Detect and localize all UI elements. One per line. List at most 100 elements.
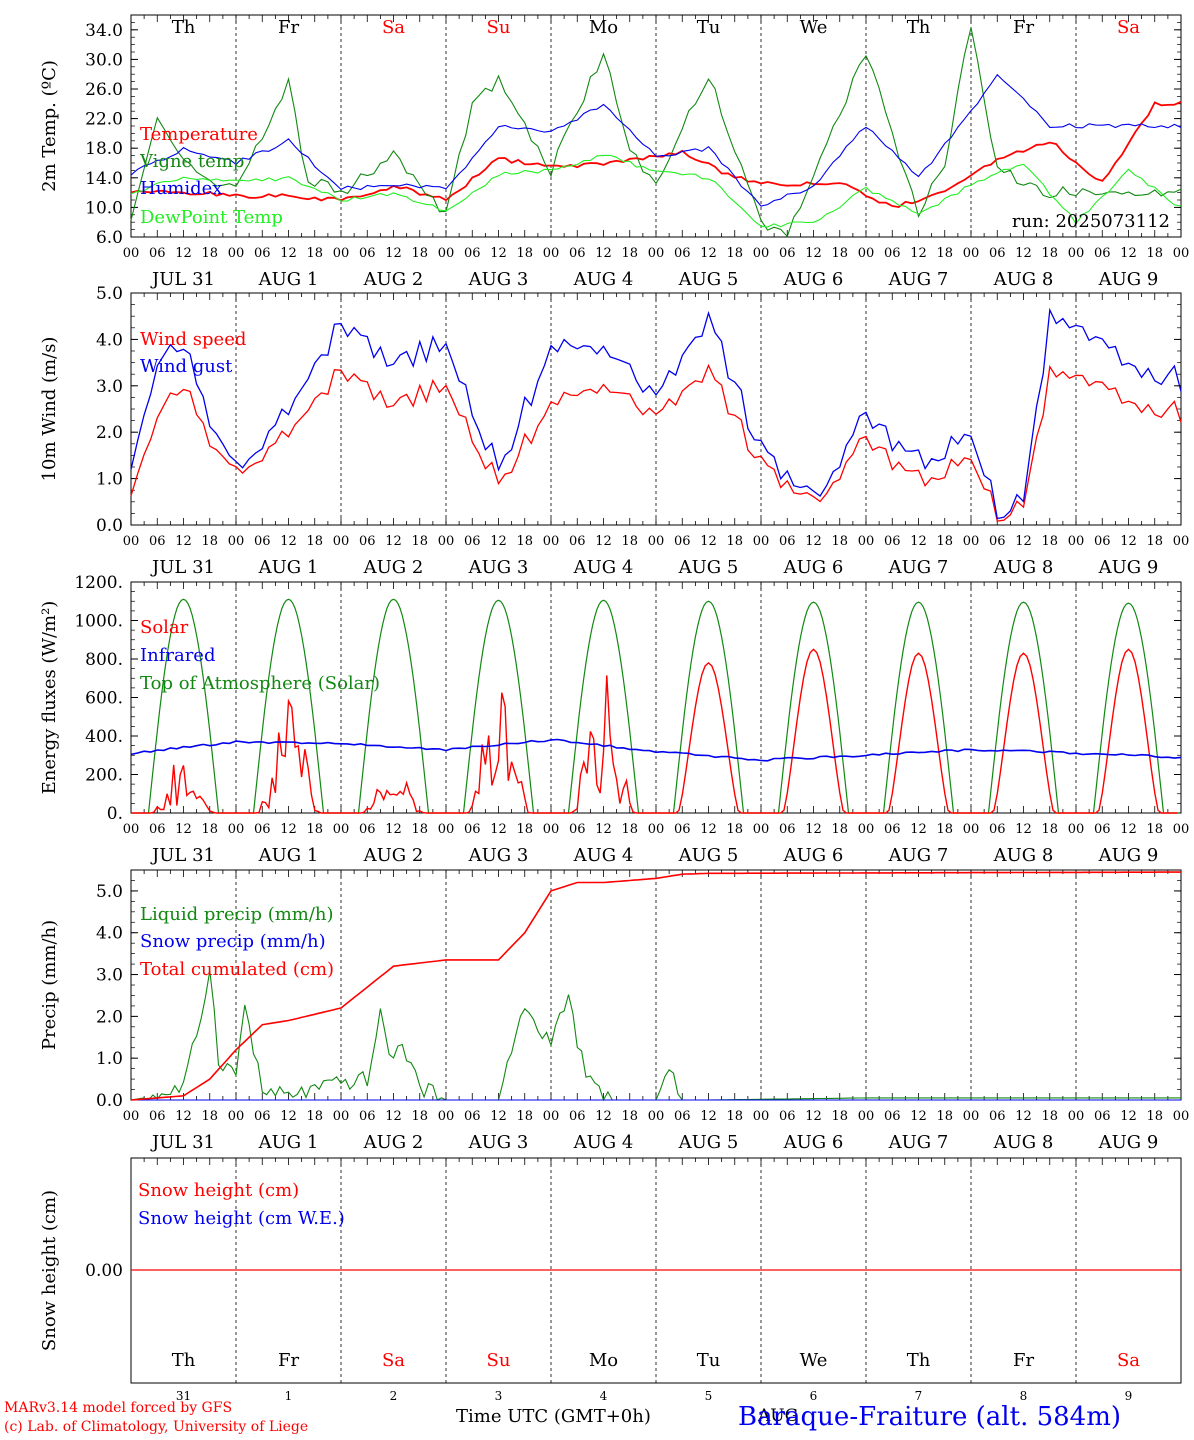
hour-label: 12 — [385, 534, 402, 549]
hour-label: 06 — [989, 246, 1006, 261]
date-label: AUG 8 — [993, 1132, 1054, 1153]
hour-label: 06 — [359, 1109, 376, 1124]
y-tick-label: 1.0 — [96, 1049, 123, 1069]
hour-label: 06 — [779, 246, 796, 261]
hour-label: 06 — [569, 1109, 586, 1124]
hour-label: 12 — [805, 1109, 822, 1124]
hour-label: 12 — [1015, 1109, 1032, 1124]
hour-label: 06 — [674, 534, 691, 549]
hour-label: 18 — [726, 246, 743, 261]
hour-label: 18 — [936, 1109, 953, 1124]
hour-label: 00 — [123, 1109, 140, 1124]
date-label: AUG 1 — [258, 557, 319, 578]
hour-label: 12 — [910, 822, 927, 837]
hour-label: 12 — [175, 246, 192, 261]
hour-label: 18 — [306, 1109, 323, 1124]
y-tick-label: 0.0 — [96, 1091, 123, 1111]
hour-label: 12 — [700, 1109, 717, 1124]
hour-label: 18 — [411, 822, 428, 837]
legend-liquid-precip-mm-h-: Liquid precip (mm/h) — [140, 904, 334, 925]
hour-label: 18 — [201, 822, 218, 837]
date-label: AUG 9 — [1098, 557, 1159, 578]
panel-2-ylabel: 10m Wind (m/s) — [39, 337, 60, 482]
hour-label: 18 — [831, 822, 848, 837]
hour-label: 18 — [936, 246, 953, 261]
weekday-label: Sa — [382, 1350, 405, 1371]
hour-label: 06 — [254, 822, 271, 837]
hour-label: 06 — [884, 246, 901, 261]
y-tick-label: 600. — [85, 689, 123, 709]
date-label: AUG 3 — [468, 845, 529, 866]
hour-label: 00 — [1173, 246, 1190, 261]
date-label: AUG 6 — [783, 557, 844, 578]
hour-label: 00 — [648, 822, 665, 837]
weekday-label: Th — [172, 17, 196, 38]
date-label: AUG 5 — [678, 845, 739, 866]
hour-label: 00 — [228, 534, 245, 549]
panel-5-ylabel: Snow height (cm) — [39, 1190, 60, 1351]
date-label: AUG 7 — [888, 269, 949, 290]
hour-label: 18 — [1146, 1109, 1163, 1124]
hour-label: 06 — [149, 822, 166, 837]
hour-label: 18 — [621, 822, 638, 837]
hour-label: 00 — [858, 246, 875, 261]
legend-snow-height-cm-: Snow height (cm) — [138, 1180, 299, 1201]
date-label: AUG 2 — [363, 269, 424, 290]
weekday-label: Fr — [1013, 17, 1034, 38]
hour-label: 18 — [411, 246, 428, 261]
date-label: AUG 2 — [363, 557, 424, 578]
hour-label: 18 — [201, 246, 218, 261]
y-tick-label: 200. — [85, 766, 123, 786]
hour-label: 00 — [858, 1109, 875, 1124]
date-label: AUG 3 — [468, 269, 529, 290]
hour-label: 00 — [123, 822, 140, 837]
y-tick-label: 5.0 — [96, 882, 123, 902]
date-label: AUG 4 — [573, 269, 634, 290]
hour-label: 06 — [569, 534, 586, 549]
weekday-label: Th — [172, 1350, 196, 1371]
hour-label: 06 — [359, 246, 376, 261]
hour-label: 18 — [621, 534, 638, 549]
legend-snow-precip-mm-h-: Snow precip (mm/h) — [140, 931, 326, 952]
hour-label: 00 — [333, 534, 350, 549]
day-number: 4 — [600, 1389, 608, 1403]
hour-label: 18 — [411, 534, 428, 549]
day-number: 6 — [810, 1389, 818, 1403]
hour-label: 12 — [805, 246, 822, 261]
hour-label: 06 — [779, 534, 796, 549]
hour-label: 00 — [438, 246, 455, 261]
legend-dewpoint-temp: DewPoint Temp — [140, 207, 283, 228]
hour-label: 06 — [149, 1109, 166, 1124]
hour-label: 18 — [516, 822, 533, 837]
date-label: AUG 5 — [678, 557, 739, 578]
legend-temperature: Temperature — [140, 124, 258, 145]
hour-label: 06 — [674, 246, 691, 261]
panel-1-ylabel: 2m Temp. (ºC) — [39, 60, 60, 192]
hour-label: 12 — [805, 822, 822, 837]
hour-label: 00 — [438, 1109, 455, 1124]
y-tick-label: 0.0 — [96, 516, 123, 536]
hour-label: 12 — [1120, 246, 1137, 261]
y-tick-label: 3.0 — [96, 377, 123, 397]
date-label: JUL 31 — [150, 557, 215, 578]
y-tick-label: 14.0 — [85, 169, 123, 189]
day-number: 3 — [495, 1389, 503, 1403]
hour-label: 12 — [490, 822, 507, 837]
y-tick-label: 1200. — [74, 573, 123, 593]
hour-label: 06 — [359, 534, 376, 549]
hour-label: 18 — [831, 1109, 848, 1124]
y-tick-label: 26.0 — [85, 80, 123, 100]
y-tick-label: 22.0 — [85, 110, 123, 130]
hour-label: 00 — [1068, 1109, 1085, 1124]
legend-vigne-temp: Vigne temp — [139, 151, 244, 172]
hour-label: 12 — [595, 1109, 612, 1124]
date-label: AUG 6 — [783, 845, 844, 866]
y-tick-label: 2.0 — [96, 423, 123, 443]
hour-label: 00 — [753, 822, 770, 837]
hour-label: 06 — [254, 246, 271, 261]
hour-label: 12 — [1120, 534, 1137, 549]
y-tick-label: 3.0 — [96, 966, 123, 986]
weekday-label: Th — [907, 17, 931, 38]
y-tick-label: 800. — [85, 650, 123, 670]
hour-label: 12 — [385, 1109, 402, 1124]
